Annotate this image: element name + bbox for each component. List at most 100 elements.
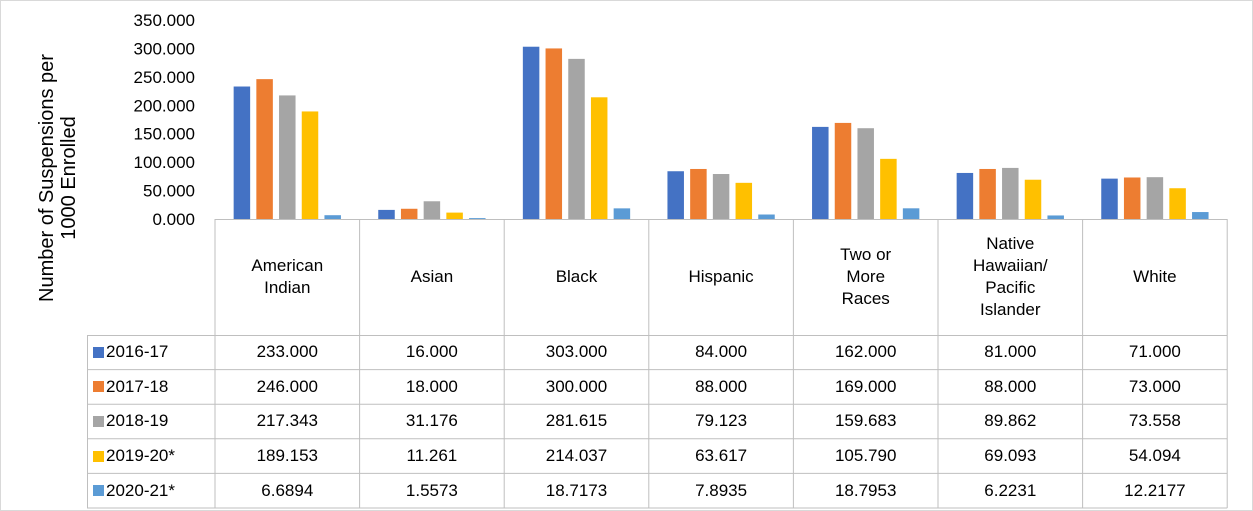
data-label: 217.343 (256, 411, 319, 431)
y-tick-label: 100.000 (134, 153, 195, 172)
bar-201920-1 (446, 212, 463, 219)
category-label: Two or More Races (840, 245, 892, 308)
y-axis-label: Number of Suspensions per1000 Enrolled (36, 54, 80, 302)
data-label: 12.2177 (1124, 480, 1186, 500)
bar-201920-6 (1169, 188, 1186, 219)
bar-201617-2 (522, 46, 540, 219)
data-label: 1.5573 (405, 480, 458, 500)
bar-201920-0 (301, 111, 319, 219)
legend-label: 2020-21* (106, 480, 176, 500)
bar-201819-5 (1002, 167, 1019, 219)
bar-201718-6 (1123, 177, 1141, 219)
legend-label: 2016-17 (106, 342, 169, 362)
data-label: 11.261 (406, 446, 458, 466)
y-tick-label: 200.000 (134, 96, 195, 115)
bar-201819-1 (423, 201, 441, 219)
data-label: 71.000 (1128, 342, 1181, 362)
data-label: 303.000 (545, 342, 608, 362)
bar-201718-2 (545, 48, 563, 220)
bar-202021-0 (324, 215, 341, 219)
data-label: 246.000 (256, 376, 319, 396)
data-label: 18.7173 (545, 480, 608, 500)
data-label: 6.6894 (261, 480, 314, 500)
y-tick-label: 150.000 (134, 125, 195, 144)
data-label: 73.000 (1128, 376, 1181, 396)
data-label: 81.000 (984, 342, 1037, 362)
data-label: 18.7953 (834, 480, 897, 500)
bar-202021-4 (902, 208, 920, 219)
bar-201617-6 (1101, 178, 1118, 219)
y-tick-label: 0.000 (152, 210, 195, 229)
legend-swatch (93, 450, 104, 462)
data-label: 88.000 (695, 376, 748, 396)
legend-label: 2019-20* (106, 446, 176, 466)
legend-entry: 2018-19 (87, 404, 215, 439)
data-label: 233.000 (256, 342, 319, 362)
data-label: 89.862 (984, 411, 1037, 431)
legend-entry: 2020-21* (87, 473, 215, 508)
data-label: 54.094 (1128, 446, 1181, 466)
category-label: Asian (410, 267, 454, 286)
data-label: 6.2231 (984, 480, 1037, 500)
bar-201718-5 (979, 168, 996, 219)
bar-201819-4 (857, 128, 874, 219)
bar-201819-2 (568, 58, 585, 219)
category-label: Native Hawaiian/ Pacific Islander (972, 234, 1048, 319)
data-label: 31.176 (405, 411, 458, 431)
data-label: 16.000 (405, 342, 458, 362)
bar-201718-1 (400, 208, 418, 219)
legend-entry: 2016-17 (87, 335, 215, 370)
legend-swatch (93, 485, 104, 497)
bar-202021-2 (613, 208, 631, 219)
bar-202021-5 (1047, 215, 1064, 219)
bar-201920-2 (590, 97, 608, 219)
bar-201819-0 (279, 95, 296, 219)
legend-entry: 2017-18 (87, 370, 215, 405)
category-label: American Indian (251, 256, 324, 297)
data-label: 73.558 (1128, 411, 1181, 431)
bar-201718-3 (690, 168, 707, 219)
data-label: 162.000 (834, 342, 897, 362)
data-label: 159.683 (834, 411, 897, 431)
data-label: 105.790 (834, 446, 897, 466)
bar-201617-0 (233, 86, 251, 220)
data-label: 63.617 (695, 446, 748, 466)
category-label: Hispanic (688, 267, 754, 286)
data-label: 84.000 (695, 342, 748, 362)
data-label: 69.093 (984, 446, 1037, 466)
y-tick-label: 50.000 (143, 182, 195, 201)
data-label: 7.8935 (695, 480, 748, 500)
data-label: 281.615 (545, 411, 608, 431)
bar-202021-6 (1192, 212, 1209, 219)
bar-201718-0 (256, 79, 273, 219)
bar-201819-6 (1146, 177, 1164, 219)
legend-swatch (93, 415, 104, 427)
y-tick-label: 300.000 (134, 39, 195, 58)
data-label: 18.000 (405, 376, 458, 396)
legend-entry: 2019-20* (87, 439, 215, 474)
bar-201617-5 (956, 172, 974, 219)
data-label: 88.000 (984, 376, 1037, 396)
y-tick-label: 250.000 (134, 68, 195, 87)
legend-swatch (93, 381, 104, 393)
y-tick-label: 350.000 (134, 11, 195, 30)
bar-201920-5 (1024, 179, 1042, 219)
bar-201617-1 (378, 209, 395, 219)
data-label: 169.000 (834, 376, 897, 396)
legend-label: 2018-19 (106, 411, 169, 431)
data-label: 214.037 (545, 446, 608, 466)
category-label: White (1133, 267, 1177, 286)
bar-201920-4 (880, 158, 897, 219)
legend-swatch (93, 346, 104, 358)
data-label: 300.000 (545, 376, 608, 396)
bar-202021-1 (469, 218, 486, 219)
data-label: 79.123 (695, 411, 748, 431)
bar-201617-4 (812, 126, 829, 219)
bar-201920-3 (735, 182, 753, 219)
bar-202021-3 (758, 214, 775, 219)
bar-201718-4 (834, 122, 852, 219)
legend-label: 2017-18 (106, 376, 169, 396)
category-label: Black (555, 267, 598, 286)
